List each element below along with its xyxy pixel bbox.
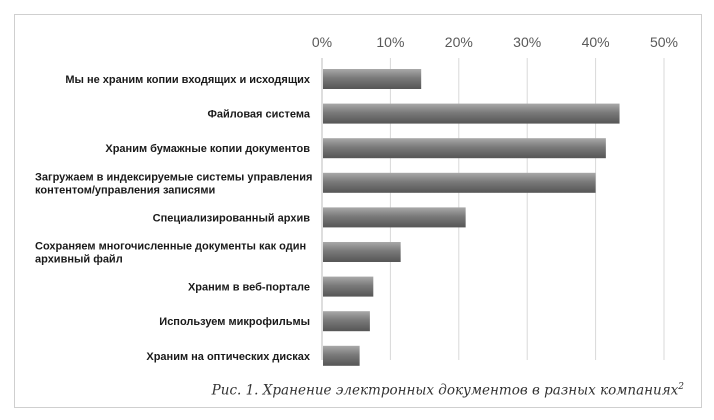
bar bbox=[323, 345, 360, 366]
x-tick-label: 30% bbox=[513, 34, 541, 50]
category-label: Файловая система bbox=[207, 109, 310, 121]
bar bbox=[323, 242, 401, 262]
bar bbox=[323, 138, 606, 159]
x-tick-label: 10% bbox=[376, 34, 404, 50]
x-tick-label: 50% bbox=[650, 34, 678, 50]
category-label: Загружаем в индексируемые системы управл… bbox=[35, 171, 312, 196]
bar bbox=[323, 103, 620, 124]
caption-footnote: 2 bbox=[678, 381, 684, 392]
figure-caption: Рис. 1. Хранение электронных документов … bbox=[212, 382, 684, 399]
bar bbox=[323, 172, 596, 193]
x-tick-labels: 0% 10% 20% 30% 40% 50% bbox=[312, 34, 678, 50]
category-label: Храним на оптических дисках bbox=[146, 351, 311, 363]
category-label: Храним в веб-портале bbox=[188, 282, 310, 294]
caption-text: Рис. 1. Хранение электронных документов … bbox=[211, 382, 679, 398]
category-labels: Мы не храним копии входящих и исходящих Ф… bbox=[35, 74, 312, 363]
category-label: Специализированный архив bbox=[153, 212, 311, 224]
category-label: Сохраняем многочисленные документы как о… bbox=[35, 241, 306, 266]
bar bbox=[323, 69, 422, 89]
x-tick-label: 20% bbox=[445, 34, 473, 50]
x-tick-label: 40% bbox=[582, 34, 610, 50]
bars bbox=[323, 69, 620, 366]
category-label: Храним бумажные копии документов bbox=[105, 143, 310, 155]
bar bbox=[323, 311, 370, 332]
bar bbox=[323, 276, 374, 297]
bar bbox=[323, 207, 466, 228]
x-tick-label: 0% bbox=[312, 34, 332, 50]
category-label: Используем микрофильмы bbox=[159, 316, 310, 328]
category-label: Мы не храним копии входящих и исходящих bbox=[65, 74, 311, 86]
